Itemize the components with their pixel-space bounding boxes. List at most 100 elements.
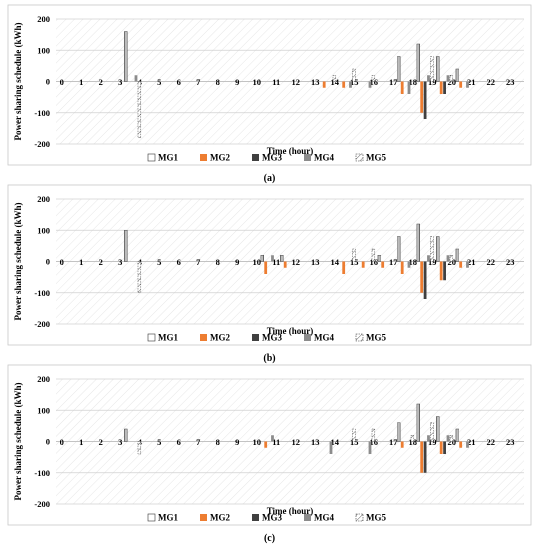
x-tick-label: 14	[331, 257, 340, 267]
x-tick-label: 19	[428, 77, 437, 87]
bar-mg4-13	[329, 441, 333, 454]
x-tick-label: 17	[389, 437, 398, 447]
y-axis-title: Power sharing schedule (kWh)	[13, 22, 23, 140]
legend-label-mg4: MG4	[314, 513, 334, 523]
x-tick-label: 21	[467, 437, 476, 447]
bar-mg4-17	[407, 261, 411, 268]
legend-swatch-mg5	[355, 333, 364, 342]
bar-mg1-3	[124, 230, 128, 262]
legend-swatch-mg3	[252, 514, 259, 521]
x-tick-label: 3	[118, 257, 122, 267]
x-tick-label: 13	[311, 77, 320, 87]
legend-swatch-mg1	[147, 513, 156, 522]
bar-mg5-3	[137, 261, 142, 293]
x-axis-title: Time (hour)	[267, 146, 314, 156]
bar-mg5-13	[332, 75, 337, 82]
x-tick-label: 11	[272, 77, 280, 87]
x-tick-label: 10	[253, 437, 262, 447]
bar-mg1-18	[416, 43, 420, 82]
bar-mg4-19	[446, 255, 450, 262]
legend-label-mg5: MG5	[366, 333, 386, 343]
bar-mg1-20	[455, 428, 459, 442]
x-tick-label: 9	[235, 437, 239, 447]
x-tick-label: 2	[99, 437, 103, 447]
x-tick-label: 1	[79, 437, 83, 447]
x-tick-label: 18	[409, 257, 418, 267]
x-tick-label: 14	[331, 437, 340, 447]
bar-mg5-17	[410, 435, 415, 442]
bar-mg4-15	[368, 441, 372, 454]
bar-mg4-17	[407, 81, 411, 94]
bar-mg5-3	[137, 441, 142, 455]
bar-mg1-19	[436, 236, 440, 262]
x-tick-label: 18	[409, 77, 418, 87]
panel-0: 2001000-100-2000123456789101112131415161…	[7, 4, 532, 184]
bar-mg1-3	[124, 31, 128, 82]
bar-mg2-20	[459, 441, 463, 448]
bar-mg1-16	[377, 255, 381, 262]
legend-label-mg3: MG3	[262, 513, 282, 523]
x-tick-label: 5	[157, 437, 161, 447]
bar-mg2-19	[439, 81, 443, 94]
x-tick-label: 10	[253, 77, 262, 87]
bar-mg2-14	[342, 81, 346, 88]
legend-swatch-mg1	[147, 333, 156, 342]
panel-label: (c)	[264, 533, 275, 544]
bar-mg4-3	[134, 75, 138, 82]
bar-mg5-15	[371, 428, 376, 442]
y-tick-label: 0	[46, 77, 50, 87]
bar-mg2-15	[361, 261, 365, 268]
legend-swatch-mg4	[304, 514, 311, 521]
x-tick-label: 5	[157, 257, 161, 267]
bar-mg2-18	[420, 261, 424, 293]
bar-mg4-20	[466, 261, 469, 268]
legend-label-mg1: MG1	[158, 513, 178, 523]
x-tick-label: 16	[370, 257, 379, 267]
legend-label-mg2: MG2	[210, 153, 230, 163]
bar-mg2-14	[342, 261, 346, 274]
bar-mg5-18	[430, 236, 434, 262]
x-tick-label: 20	[448, 437, 457, 447]
x-tick-label: 3	[118, 77, 122, 87]
y-axis-title: Power sharing schedule (kWh)	[13, 202, 23, 320]
x-tick-label: 12	[292, 257, 301, 267]
x-tick-label: 2	[99, 257, 103, 267]
y-tick-label: -100	[34, 108, 50, 118]
bar-mg5-14	[352, 248, 356, 262]
legend-swatch-mg1	[147, 153, 156, 162]
x-tick-label: 22	[487, 77, 496, 87]
y-tick-label: -100	[34, 468, 50, 478]
x-tick-label: 21	[467, 257, 476, 267]
x-tick-label: 12	[292, 437, 301, 447]
bar-mg5-15	[371, 75, 376, 82]
bar-mg5-19	[449, 435, 454, 442]
bar-mg3-19	[443, 261, 446, 281]
bar-mg2-20	[459, 261, 463, 268]
legend-swatch-mg3	[252, 154, 259, 161]
y-tick-label: -200	[34, 499, 50, 509]
bar-mg4-20	[466, 81, 469, 88]
bar-mg1-10	[260, 255, 264, 262]
legend-label-mg5: MG5	[366, 153, 386, 163]
bar-mg2-18	[420, 81, 424, 113]
legend-label-mg1: MG1	[158, 333, 178, 343]
legend-label-mg4: MG4	[314, 153, 334, 163]
x-axis-title: Time (hour)	[267, 326, 314, 336]
x-tick-label: 12	[292, 77, 301, 87]
x-tick-label: 13	[311, 257, 320, 267]
bar-mg5-14	[352, 428, 356, 442]
x-tick-label: 0	[60, 77, 64, 87]
legend-swatch-mg2	[200, 334, 207, 341]
bar-mg5-18	[430, 422, 434, 442]
x-tick-label: 11	[272, 437, 280, 447]
bar-mg1-20	[455, 68, 459, 82]
legend-label-mg3: MG3	[262, 153, 282, 163]
x-tick-label: 5	[157, 77, 161, 87]
x-tick-label: 22	[487, 437, 496, 447]
panel-2: 2001000-100-2000123456789101112131415161…	[7, 364, 532, 544]
bar-mg4-19	[446, 75, 450, 82]
bar-mg5-14	[352, 68, 356, 82]
bar-mg1-3	[124, 428, 128, 442]
x-tick-label: 7	[196, 77, 201, 87]
bar-mg5-18	[430, 56, 434, 82]
